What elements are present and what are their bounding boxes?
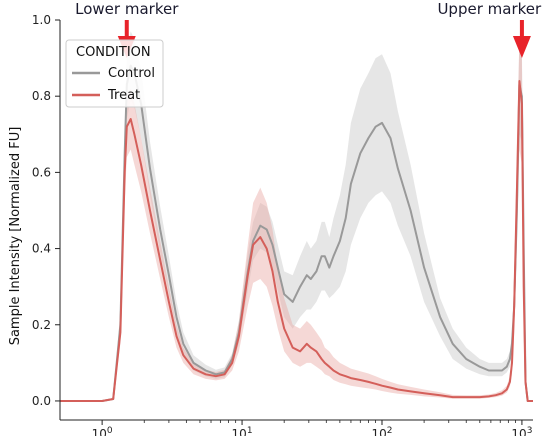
x-tick-label: 101 [232, 426, 253, 436]
y-tick-label: 0.8 [32, 89, 51, 103]
y-tick-label: 0.4 [32, 242, 51, 256]
x-ticks: 100101102103104 [92, 420, 532, 436]
legend-label-treat: Treat [107, 88, 140, 103]
legend-title: CONDITION [76, 45, 151, 60]
annotation-label-upper-marker: Upper marker [437, 0, 542, 18]
annotation-arrow-head [512, 36, 531, 58]
axes [59, 20, 533, 421]
x-tick-label: 100 [92, 426, 113, 436]
band-treat [60, 39, 533, 401]
band-control [60, 31, 533, 402]
y-ticks: 0.0 0.2 0.4 0.6 0.8 1.0 [32, 13, 60, 408]
x-tick-label: 103 [511, 426, 532, 436]
y-tick-label: 0.0 [32, 394, 51, 408]
y-tick-label: 0.2 [32, 318, 51, 332]
annotation-label-lower-marker: Lower marker [75, 0, 179, 18]
y-axis-label: Sample Intensity [Normalized FU] [8, 127, 23, 346]
x-tick-label: 102 [371, 426, 392, 436]
series-line-control [60, 64, 533, 402]
y-tick-label: 1.0 [32, 13, 51, 27]
confidence-bands [60, 31, 533, 402]
series-line-treat [60, 80, 533, 402]
legend-box [65, 39, 164, 108]
legend-label-control: Control [108, 66, 155, 81]
series-lines [60, 64, 533, 402]
legend: CONDITION Control Treat [65, 39, 164, 108]
y-tick-label: 0.6 [32, 165, 51, 179]
